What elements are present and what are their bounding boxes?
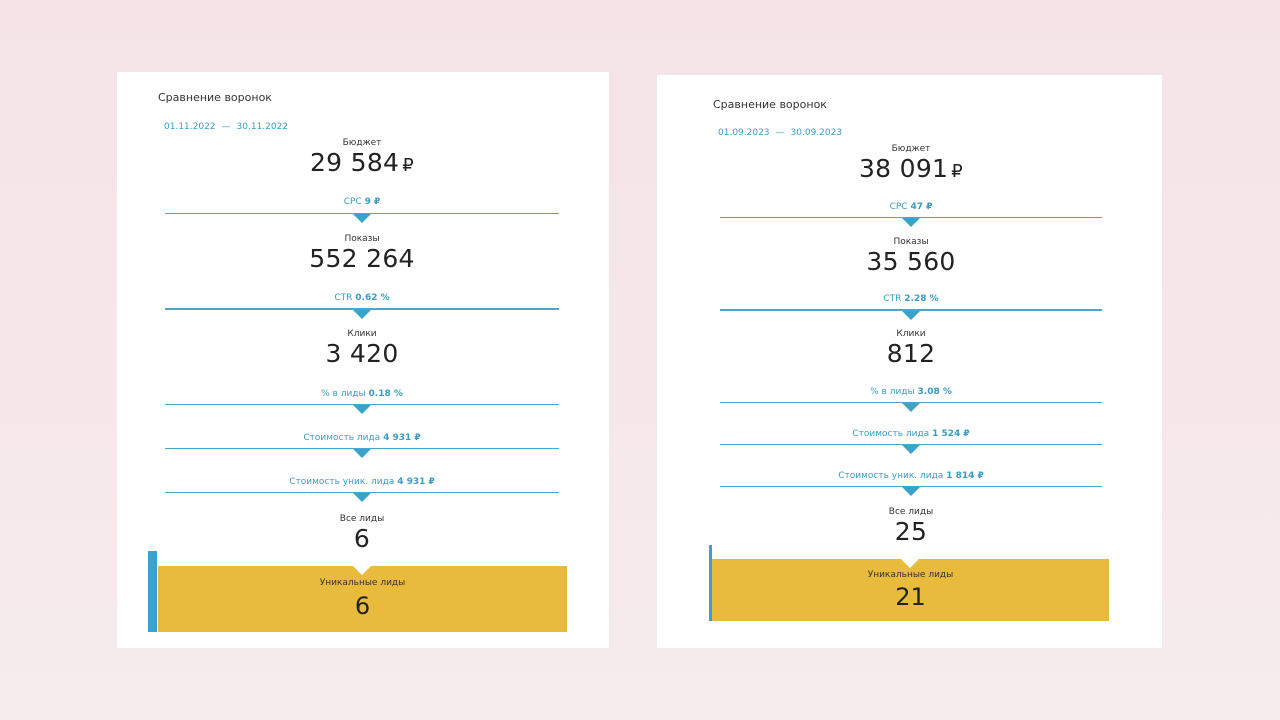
stage-budget: Бюджет 38 091 ₽ <box>720 143 1102 186</box>
currency-symbol: ₽ <box>951 161 964 182</box>
arrow-down-icon <box>902 487 920 496</box>
date-range[interactable]: 01.11.2022 — 30.11.2022 <box>164 122 288 132</box>
unique-leads-label: Уникальные лиды <box>319 578 406 588</box>
metric-lead-cost: Стоимость лида 1 524 ₽ <box>852 429 970 439</box>
arrow-down-icon <box>353 405 371 414</box>
metric-cpc: CPC 47 ₽ <box>889 202 933 212</box>
divider <box>165 213 559 214</box>
impressions-label: Показы <box>344 234 380 244</box>
budget-value: 38 091 ₽ <box>858 154 964 183</box>
metric-unique-lead-cost: Стоимость уник. лида 4 931 ₽ <box>289 477 435 487</box>
date-range[interactable]: 01.09.2023 — 30.09.2023 <box>718 128 842 138</box>
arrow-down-icon <box>902 403 920 412</box>
arrow-down-icon <box>902 445 920 454</box>
arrow-down-icon <box>902 311 920 320</box>
divider <box>720 309 1102 311</box>
budget-value: 29 584 ₽ <box>309 148 415 177</box>
clicks-value: 3 420 <box>325 339 399 368</box>
currency-symbol: ₽ <box>402 155 415 176</box>
sidebar-marker <box>148 551 157 632</box>
clicks-label: Клики <box>896 329 926 339</box>
divider <box>165 492 559 493</box>
panel-title: Сравнение воронок <box>713 98 827 111</box>
stage-impressions: Показы 552 264 <box>165 233 559 273</box>
metric-ctr: CTR 0.62 % <box>334 293 390 303</box>
all-leads-label: Все лиды <box>339 514 385 524</box>
unique-leads-box: Уникальные лиды 21 <box>712 559 1109 621</box>
unique-leads-value: 21 <box>895 583 926 611</box>
date-separator: — <box>221 122 231 132</box>
metric-cpc: CPC 9 ₽ <box>343 197 381 207</box>
clicks-value: 812 <box>886 339 936 368</box>
stage-clicks: Клики 812 <box>720 328 1102 368</box>
metric-lead-cost: Стоимость лида 4 931 ₽ <box>303 433 421 443</box>
unique-leads-value: 6 <box>354 592 371 620</box>
arrow-down-icon <box>353 449 371 458</box>
all-leads-value: 6 <box>353 524 371 553</box>
metric-lead-rate: % в лиды 3.08 % <box>870 387 952 397</box>
unique-leads-label: Уникальные лиды <box>867 570 954 580</box>
sidebar-marker <box>709 545 712 621</box>
funnel-comparison-panel-left: Сравнение воронок 01.11.2022—30.11.2022 … <box>117 72 609 648</box>
impressions-label: Показы <box>893 237 929 247</box>
budget-label: Бюджет <box>891 144 931 154</box>
divider <box>165 404 559 405</box>
metric-lead-rate: % в лиды 0.18 % <box>321 389 403 399</box>
unique-leads-box: Уникальные лиды 6 <box>158 566 567 632</box>
divider <box>720 444 1102 445</box>
date-separator: — <box>775 128 785 138</box>
stage-all-leads: Все лиды 6 <box>165 513 559 553</box>
impressions-value: 35 560 <box>866 247 956 276</box>
divider <box>165 308 559 310</box>
date-from: 01.11.2022 <box>164 122 216 132</box>
funnel-comparison-panel-right: Сравнение воронок 01.09.2023—30.09.2023 … <box>657 75 1162 648</box>
budget-label: Бюджет <box>342 138 382 148</box>
date-to: 30.11.2022 <box>236 122 289 132</box>
date-from: 01.09.2023 <box>718 128 770 138</box>
impressions-value: 552 264 <box>309 244 415 273</box>
clicks-label: Клики <box>347 329 377 339</box>
date-to: 30.09.2023 <box>790 128 843 138</box>
all-leads-label: Все лиды <box>888 507 934 517</box>
notch-icon <box>353 566 371 575</box>
metric-ctr: CTR 2.28 % <box>883 294 939 304</box>
divider <box>720 402 1102 403</box>
arrow-down-icon <box>353 214 371 223</box>
divider <box>165 448 559 449</box>
metric-unique-lead-cost: Стоимость уник. лида 1 814 ₽ <box>838 471 984 481</box>
divider <box>720 217 1102 218</box>
stage-impressions: Показы 35 560 <box>720 236 1102 276</box>
stage-all-leads: Все лиды 25 <box>720 506 1102 546</box>
arrow-down-icon <box>902 218 920 227</box>
notch-icon <box>901 559 919 568</box>
all-leads-value: 25 <box>894 517 928 546</box>
stage-clicks: Клики 3 420 <box>165 328 559 368</box>
panel-title: Сравнение воронок <box>158 91 272 104</box>
divider <box>720 486 1102 487</box>
stage-budget: Бюджет 29 584 ₽ <box>165 137 559 180</box>
arrow-down-icon <box>353 310 371 319</box>
arrow-down-icon <box>353 493 371 502</box>
